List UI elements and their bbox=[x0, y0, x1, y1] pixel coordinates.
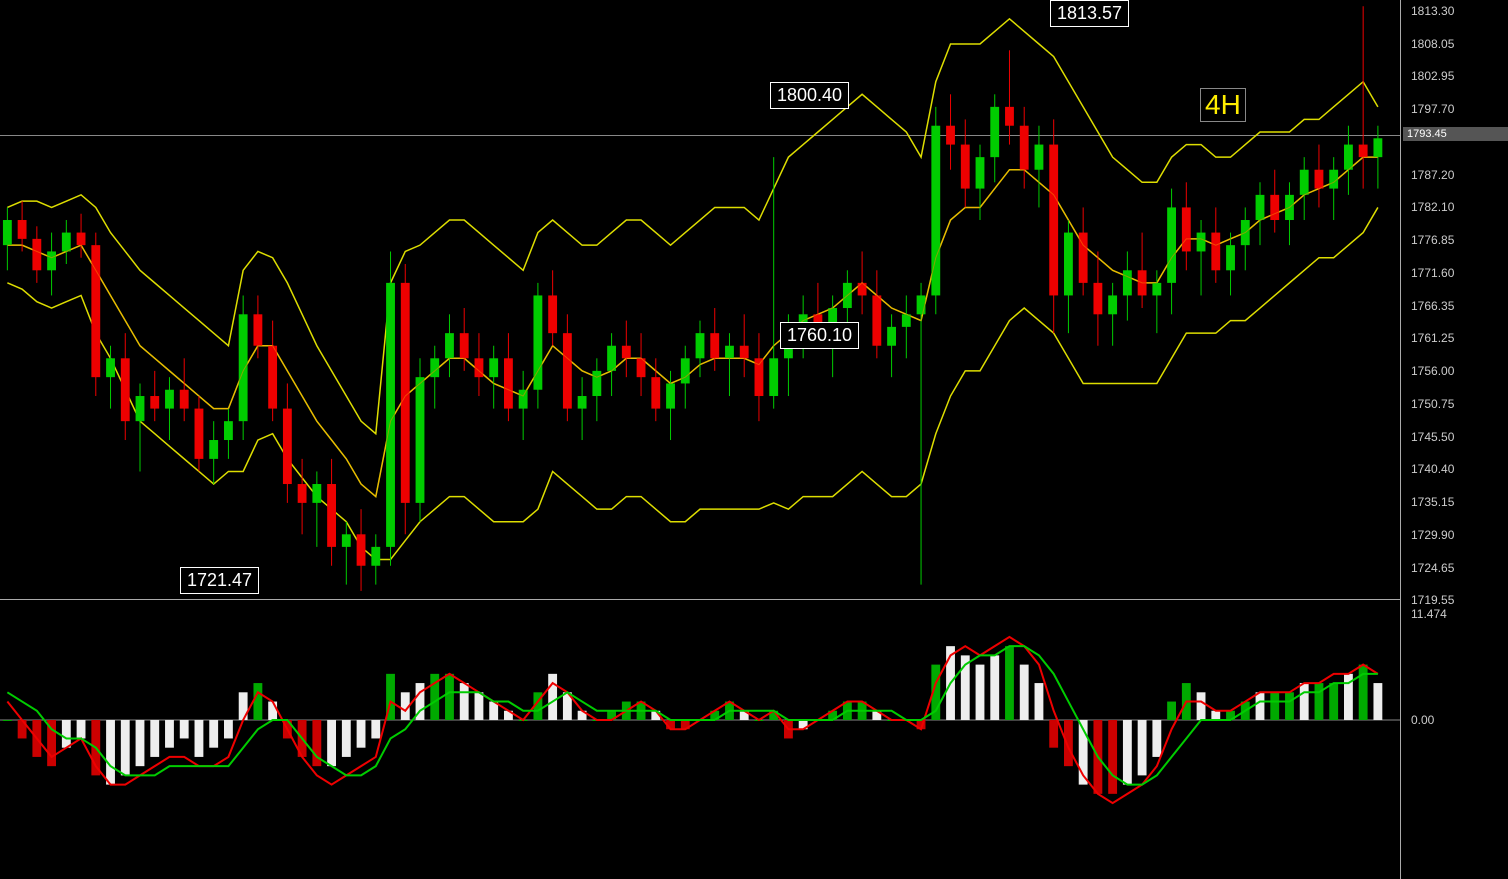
y-axis-tick: 1787.20 bbox=[1411, 168, 1454, 182]
y-axis-tick: 1740.40 bbox=[1411, 462, 1454, 476]
y-axis-tick: 1729.90 bbox=[1411, 528, 1454, 542]
price-y-axis: 1813.30 1808.05 1802.95 1797.70 1793.45 1787.… bbox=[1400, 0, 1508, 879]
y-axis-tick: 1771.60 bbox=[1411, 266, 1454, 280]
y-axis-tick: 1756.00 bbox=[1411, 364, 1454, 378]
timeframe-badge: 4H bbox=[1200, 88, 1246, 122]
y-axis-tick: 1724.65 bbox=[1411, 561, 1454, 575]
current-price-label: 1793.45 bbox=[1403, 127, 1508, 141]
y-axis-tick: 1761.25 bbox=[1411, 331, 1454, 345]
y-axis-tick: 1802.95 bbox=[1411, 69, 1454, 83]
y-axis-tick: 1766.35 bbox=[1411, 299, 1454, 313]
y-axis-tick: 1797.70 bbox=[1411, 102, 1454, 116]
price-annotation: 1760.10 bbox=[780, 322, 859, 349]
y-axis-tick: 1735.15 bbox=[1411, 495, 1454, 509]
price-annotation: 1721.47 bbox=[180, 567, 259, 594]
y-axis-tick: 1813.30 bbox=[1411, 4, 1454, 18]
y-axis-tick: 1719.55 bbox=[1411, 593, 1454, 607]
macd-y-axis-tick: 11.474 bbox=[1411, 607, 1447, 621]
y-axis-tick: 1750.75 bbox=[1411, 397, 1454, 411]
y-axis-tick: 1745.50 bbox=[1411, 430, 1454, 444]
macd-y-axis-tick: 0.00 bbox=[1411, 713, 1434, 727]
y-axis-tick: 1782.10 bbox=[1411, 200, 1454, 214]
main-candlestick-chart[interactable]: 4H 1813.57 1800.40 1760.10 1721.47 bbox=[0, 0, 1400, 600]
y-axis-tick: 1808.05 bbox=[1411, 37, 1454, 51]
macd-indicator-chart[interactable] bbox=[0, 600, 1400, 840]
y-axis-tick: 1776.85 bbox=[1411, 233, 1454, 247]
price-annotation: 1800.40 bbox=[770, 82, 849, 109]
price-annotation: 1813.57 bbox=[1050, 0, 1129, 27]
chart-container: 4H 1813.571800.401760.101721.47 1813.301… bbox=[0, 0, 1508, 879]
